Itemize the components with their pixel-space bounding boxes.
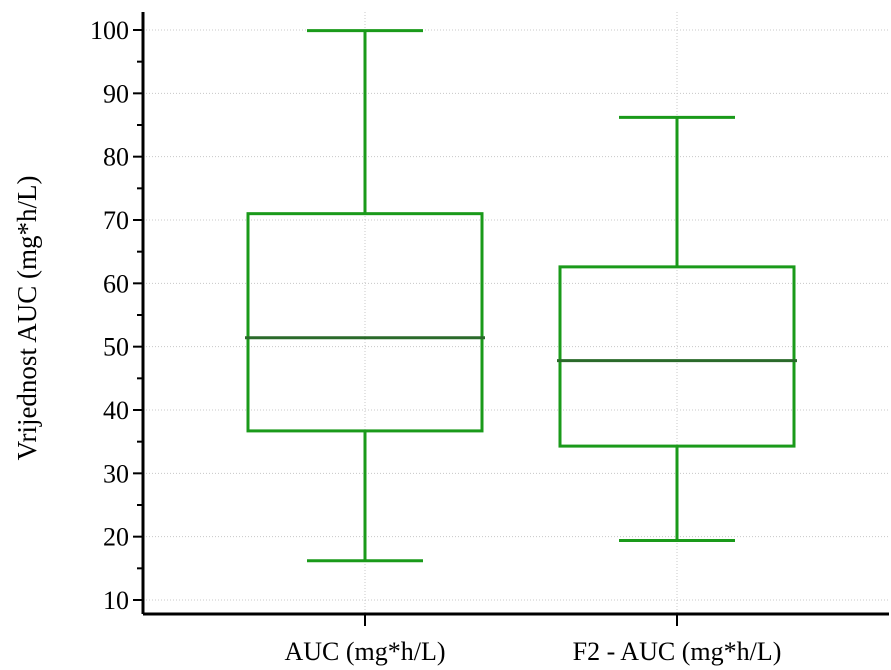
- y-tick-label: 50: [103, 333, 129, 362]
- x-category-label: AUC (mg*h/L): [284, 637, 445, 666]
- box-1: [245, 29, 485, 563]
- iqr-box: [558, 265, 796, 448]
- y-tick-label: 20: [103, 523, 129, 552]
- x-category-label: F2 - AUC (mg*h/L): [573, 637, 782, 666]
- y-tick-label: 40: [103, 396, 129, 425]
- grid-lines: [143, 12, 889, 614]
- y-tick-label: 80: [103, 143, 129, 172]
- y-tick-label: 90: [103, 79, 129, 108]
- y-tick-label: 100: [90, 16, 129, 45]
- y-tick-label: 70: [103, 206, 129, 235]
- y-tick-label: 60: [103, 269, 129, 298]
- y-axis-title: Vrijednost AUC (mg*h/L): [12, 176, 42, 461]
- y-tick-label: 30: [103, 459, 129, 488]
- iqr-box: [246, 212, 484, 433]
- boxes: [245, 29, 797, 563]
- y-tick-label: 10: [103, 586, 129, 615]
- box-2: [557, 115, 797, 542]
- axes: 10 20 30 40 50 60 70 80 90 100 AUC (mg*h/L) F2 - AU…: [90, 12, 889, 666]
